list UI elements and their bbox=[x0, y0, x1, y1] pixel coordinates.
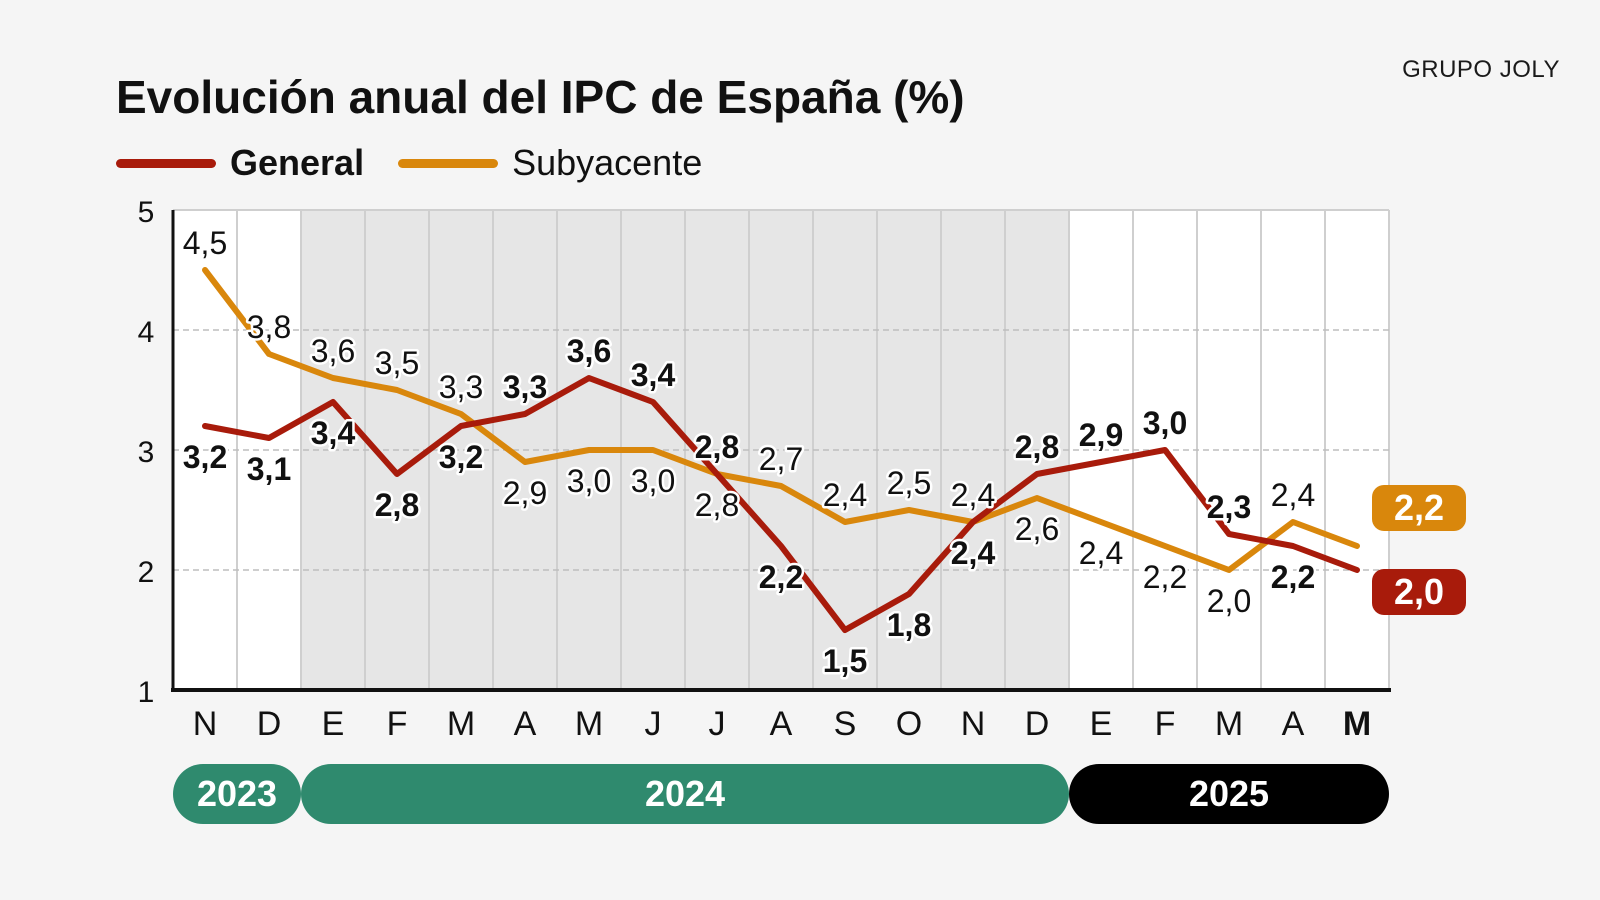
chart-title: Evolución anual del IPC de España (%) bbox=[116, 71, 965, 123]
x-tick-label: A bbox=[770, 705, 793, 743]
data-label-subyacente: 4,5 bbox=[183, 225, 227, 261]
data-label-general: 3,6 bbox=[567, 333, 611, 369]
year-pill-2025: 2025 bbox=[1069, 764, 1389, 824]
data-label-general: 2,8 bbox=[695, 429, 739, 465]
legend-label-general: General bbox=[230, 142, 365, 183]
data-label-subyacente: 2,9 bbox=[503, 475, 547, 511]
data-label-subyacente: 2,4 bbox=[951, 477, 995, 513]
y-tick-label: 1 bbox=[138, 676, 155, 709]
data-label-general: 2,8 bbox=[375, 487, 419, 523]
data-label-general: 2,4 bbox=[951, 535, 996, 571]
data-label-subyacente: 2,4 bbox=[1271, 477, 1315, 513]
x-tick-label: E bbox=[1090, 705, 1113, 743]
end-value-badge bbox=[1372, 569, 1466, 615]
x-tick-label: M bbox=[1215, 705, 1243, 743]
data-label-general: 3,1 bbox=[247, 451, 291, 487]
data-label-subyacente: 2,4 bbox=[823, 477, 867, 513]
x-tick-label: A bbox=[1282, 705, 1305, 743]
data-label-subyacente: 3,8 bbox=[247, 309, 291, 345]
data-label-subyacente: 2,6 bbox=[1015, 511, 1059, 547]
legend-swatch-subyacente bbox=[398, 158, 499, 168]
data-label-general: 3,2 bbox=[183, 439, 227, 475]
x-tick-label: J bbox=[645, 705, 662, 743]
x-tick-label: F bbox=[387, 705, 408, 743]
data-label-general: 3,2 bbox=[439, 439, 483, 475]
legend-item-general: General bbox=[116, 142, 364, 184]
year-pill-2024: 2024 bbox=[301, 764, 1069, 824]
data-label-general: 1,5 bbox=[823, 643, 867, 679]
x-tick-label: M bbox=[447, 705, 475, 743]
x-tick-label: N bbox=[193, 705, 218, 743]
legend-label-subyacente: Subyacente bbox=[512, 142, 703, 183]
data-label-subyacente: 3,5 bbox=[375, 345, 419, 381]
data-label-general: 2,3 bbox=[1207, 489, 1251, 525]
x-tick-label: A bbox=[514, 705, 537, 743]
y-tick-label: 3 bbox=[138, 436, 155, 469]
x-tick-label: D bbox=[257, 705, 282, 743]
x-tick-label: E bbox=[322, 705, 345, 743]
x-tick-label: F bbox=[1155, 705, 1176, 743]
year-pill-label: 2023 bbox=[197, 773, 277, 814]
x-tick-label: M bbox=[1343, 705, 1371, 743]
data-label-subyacente: 3,0 bbox=[567, 463, 611, 499]
x-tick-label: D bbox=[1025, 705, 1050, 743]
data-label-subyacente: 2,7 bbox=[759, 441, 803, 477]
data-label-subyacente: 3,0 bbox=[631, 463, 675, 499]
y-tick-label: 2 bbox=[138, 556, 155, 589]
end-value-label: 2,0 bbox=[1394, 571, 1444, 612]
legend-item-subyacente: Subyacente bbox=[398, 142, 702, 184]
year-pill-background bbox=[1069, 764, 1389, 824]
series-line-general bbox=[202, 375, 1360, 633]
x-tick-label: M bbox=[575, 705, 603, 743]
x-tick-label: O bbox=[896, 705, 922, 743]
data-label-subyacente: 2,4 bbox=[1079, 535, 1123, 571]
data-label-general: 3,0 bbox=[1143, 405, 1187, 441]
y-tick-label: 5 bbox=[138, 196, 155, 229]
year-pill-background bbox=[301, 764, 1069, 824]
brand-logo-text: GRUPO JOLY bbox=[1402, 56, 1560, 83]
series-line-subyacente bbox=[202, 267, 1360, 573]
data-label-subyacente: 2,8 bbox=[695, 487, 739, 523]
data-label-general: 3,4 bbox=[631, 357, 676, 393]
legend-swatch-general bbox=[116, 158, 216, 168]
year-pill-label: 2024 bbox=[645, 773, 725, 814]
year-pill-background bbox=[173, 764, 301, 824]
data-label-general: 3,4 bbox=[311, 415, 356, 451]
data-label-general: 2,9 bbox=[1079, 417, 1123, 453]
data-label-general: 3,3 bbox=[503, 369, 547, 405]
data-label-general: 1,8 bbox=[887, 607, 931, 643]
y-tick-label: 4 bbox=[138, 316, 155, 349]
end-value-label: 2,2 bbox=[1394, 487, 1444, 528]
data-label-subyacente: 3,6 bbox=[311, 333, 355, 369]
data-label-subyacente: 3,3 bbox=[439, 369, 483, 405]
data-label-subyacente: 2,5 bbox=[887, 465, 931, 501]
data-label-general: 2,8 bbox=[1015, 429, 1059, 465]
year-pill-2023: 2023 bbox=[173, 764, 301, 824]
end-value-badge bbox=[1372, 485, 1466, 531]
data-label-general: 2,2 bbox=[1271, 559, 1315, 595]
year-pill-label: 2025 bbox=[1189, 773, 1269, 814]
data-label-subyacente: 2,2 bbox=[1143, 559, 1187, 595]
data-label-general: 2,2 bbox=[759, 559, 803, 595]
x-tick-label: J bbox=[709, 705, 726, 743]
x-tick-label: N bbox=[961, 705, 986, 743]
x-tick-label: S bbox=[834, 705, 857, 743]
chart-legend: General Subyacente bbox=[116, 142, 736, 184]
data-label-subyacente: 2,0 bbox=[1207, 583, 1251, 619]
